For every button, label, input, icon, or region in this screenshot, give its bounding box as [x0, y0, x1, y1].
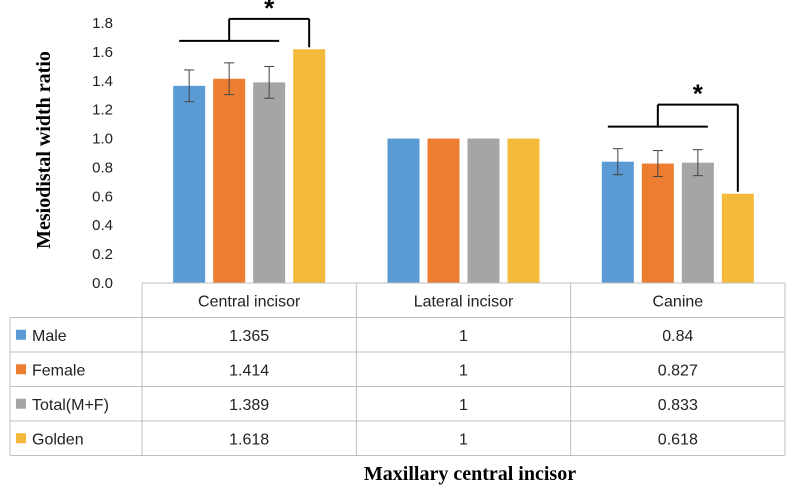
legend-swatch [16, 364, 26, 375]
category-label: Lateral incisor [414, 293, 514, 310]
bar [253, 82, 286, 283]
y-axis-ticks: 0.0 0.2 0.4 0.6 0.8 1.0 1.2 1.4 1.6 1.8 [92, 15, 113, 292]
y-tick-label: 1.6 [92, 44, 113, 61]
legend-swatch [16, 398, 26, 409]
table-cell: 0.84 [662, 328, 693, 345]
table-cell: 1.618 [229, 431, 269, 448]
significance-star: * [264, 0, 275, 23]
y-tick-label: 0.4 [92, 217, 113, 234]
error-bars [184, 62, 703, 178]
category-label: Central incisor [198, 293, 301, 310]
bar [427, 138, 460, 283]
y-tick-label: 0.2 [92, 246, 113, 263]
significance-markers: ** [179, 0, 739, 192]
legend-swatch [16, 329, 26, 340]
table-cell: 1 [459, 431, 468, 448]
table-cell: 1 [459, 328, 468, 345]
table-cell: 1.414 [229, 362, 269, 379]
bars [173, 49, 754, 284]
y-tick-label: 1.2 [92, 102, 113, 119]
bar [507, 138, 540, 283]
y-tick-label: 0.6 [92, 188, 113, 205]
y-tick-label: 0.8 [92, 159, 113, 176]
y-tick-label: 1.0 [92, 131, 113, 148]
bar [213, 78, 246, 283]
bar [173, 85, 206, 283]
legend-label: Male [32, 328, 67, 345]
legend-label: Golden [32, 431, 84, 448]
table-cell: 0.833 [658, 397, 698, 414]
legend-label: Female [32, 362, 85, 379]
significance-star: * [693, 79, 704, 109]
category-label: Canine [652, 293, 703, 310]
y-tick-label: 0.0 [92, 275, 113, 292]
table-cell: 1 [459, 362, 468, 379]
y-tick-label: 1.4 [92, 73, 113, 90]
bar [293, 49, 326, 284]
bar [681, 162, 714, 283]
bar [641, 163, 674, 283]
legend-swatch [16, 433, 26, 444]
bar [721, 193, 754, 283]
legend-label: Total(M+F) [32, 397, 109, 414]
bar [467, 138, 500, 283]
table-cell: 1 [459, 397, 468, 414]
y-axis-label: Mesiodistal width ratio [33, 51, 55, 249]
y-tick-label: 1.8 [92, 15, 113, 32]
table-cell: 0.618 [658, 431, 698, 448]
table-cell: 0.827 [658, 362, 698, 379]
data-table: Central incisor Lateral incisor Canine Male… [9, 282, 786, 456]
bar [601, 161, 634, 283]
table-cell: 1.365 [229, 328, 269, 345]
table-cell: 1.389 [229, 397, 269, 414]
x-axis-label: Maxillary central incisor [364, 463, 576, 485]
bar [387, 138, 420, 283]
